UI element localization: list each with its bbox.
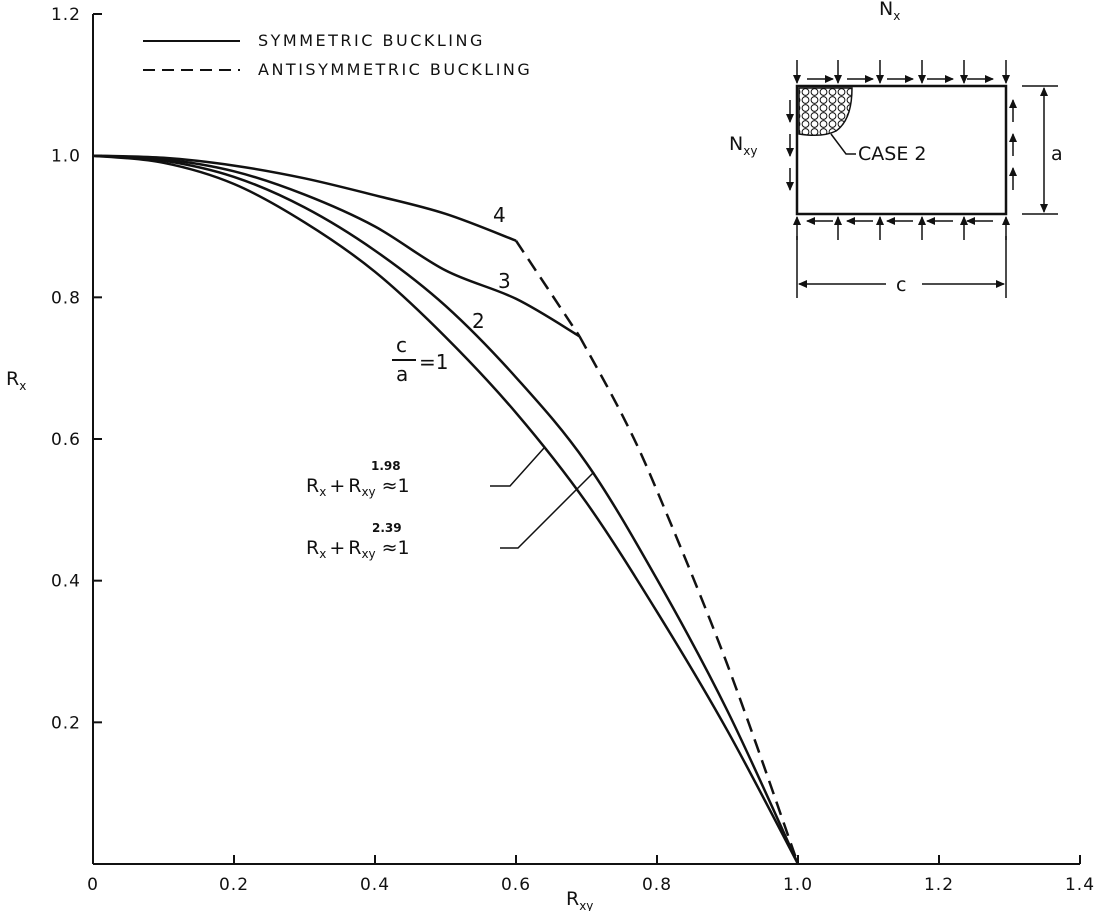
annotation-leader-2.39 [500, 471, 595, 549]
curve-label-2: 2 [472, 309, 485, 333]
x-tick-label: 1.2 [924, 875, 954, 895]
inset-honeycomb-core [798, 87, 853, 136]
y-ticks: 0.2 0.4 0.6 0.8 1.0 1.2 [51, 5, 102, 733]
y-tick-label: 1.2 [51, 5, 81, 25]
x-ticks: 0 0.2 0.4 0.6 0.8 1.0 1.2 1.4 [87, 855, 1095, 895]
x-tick-label: 1.0 [783, 875, 813, 895]
y-tick-label: 0.8 [51, 288, 81, 308]
axes [92, 14, 1080, 865]
dim-label-c-bg [886, 272, 922, 296]
x-tick-label: 0.8 [642, 875, 672, 895]
ratio-value: =1 [419, 350, 448, 374]
curve-label-4: 4 [493, 203, 506, 227]
load-label-nx: Nx [879, 0, 900, 23]
curve-ratio-2-symmetric [92, 154, 800, 865]
annotation-exp-2.39: 2.39 [372, 521, 402, 535]
inset-load-arrows [786, 60, 1017, 240]
y-tick-label: 0.6 [51, 430, 81, 450]
annotation-eq-1.98: Rx + Rxy ≈1 [306, 475, 410, 499]
inset-plate [795, 84, 1008, 216]
x-tick-label: 0.2 [219, 875, 249, 895]
annotation-leader-1.98 [490, 447, 545, 487]
y-tick-label: 1.0 [51, 147, 81, 167]
curves [92, 154, 800, 865]
annotation-eq-2.39: Rx + Rxy ≈1 [306, 537, 410, 561]
curve-label-3: 3 [498, 269, 511, 293]
case-leader [830, 133, 856, 155]
x-tick-label: 0 [87, 875, 99, 895]
curve-label-1: c a =1 [392, 333, 448, 386]
x-tick-label: 0.4 [360, 875, 390, 895]
annotation-exp-1.98: 1.98 [371, 459, 401, 473]
legend: SYMMETRIC BUCKLING ANTISYMMETRIC BUCKLIN… [143, 31, 532, 79]
legend-label-antisymmetric: ANTISYMMETRIC BUCKLING [258, 60, 532, 79]
legend-label-symmetric: SYMMETRIC BUCKLING [258, 31, 485, 50]
curve-ratio-4-symmetric [92, 154, 517, 242]
x-tick-label: 1.4 [1065, 875, 1095, 895]
dim-label-c: c [896, 274, 906, 296]
annotation-2.39: Rx + Rxy ≈1 2.39 [306, 471, 595, 561]
ratio-denominator: a [396, 362, 408, 386]
curve-ratio-1-symmetric [92, 154, 800, 865]
dim-label-a: a [1051, 143, 1063, 165]
x-tick-label: 0.6 [501, 875, 531, 895]
case-label: CASE 2 [858, 143, 926, 165]
curve-ratio-3-antisymmetric [578, 335, 800, 865]
y-tick-label: 0.2 [51, 713, 81, 733]
annotation-1.98: Rx + Rxy ≈1 1.98 [306, 447, 545, 499]
curve-ratio-4-antisymmetric [514, 240, 581, 337]
x-axis-title: Rxy [566, 888, 593, 911]
curve-ratio-3-symmetric [92, 154, 581, 338]
ratio-numerator: c [396, 333, 407, 357]
inset-diagram: CASE 2 Nx Nxy a c [729, 0, 1063, 298]
y-tick-label: 0.4 [51, 572, 81, 592]
y-axis-title: Rx [6, 368, 26, 393]
load-label-nxy: Nxy [729, 133, 757, 158]
